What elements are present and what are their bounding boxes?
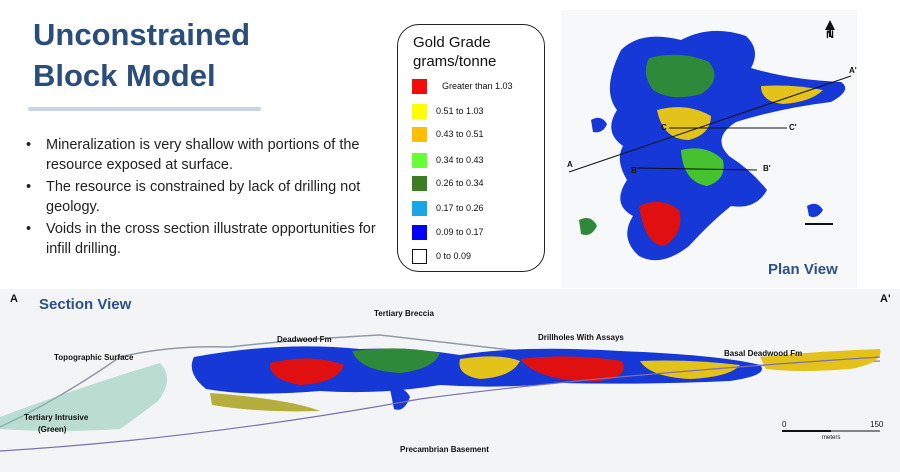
scale-start-label: 0 bbox=[782, 420, 787, 429]
bullet-text: Voids in the cross section illustrate op… bbox=[46, 221, 376, 257]
section-view-caption: Section View bbox=[39, 296, 132, 313]
label-topographic-surface: Topographic Surface bbox=[54, 353, 134, 362]
legend-swatch bbox=[412, 200, 427, 216]
legend-title: Gold Grade grams/tonne bbox=[413, 33, 496, 71]
legend-row: 0.26 to 0.34 bbox=[412, 174, 484, 192]
legend-label: 0.43 to 0.51 bbox=[436, 129, 484, 139]
plan-label-b: B bbox=[631, 166, 637, 175]
label-tertiary-intrusive: Tertiary Intrusive bbox=[24, 413, 89, 422]
legend-swatch bbox=[412, 175, 427, 191]
plan-map-drawing bbox=[568, 20, 852, 261]
label-drillholes: Drillholes With Assays bbox=[538, 333, 624, 342]
legend-row: Greater than 1.03 bbox=[412, 77, 513, 95]
legend-swatch bbox=[412, 78, 427, 94]
north-arrow-icon bbox=[825, 20, 835, 37]
bullet-list: • Mineralization is very shallow with por… bbox=[24, 135, 384, 261]
bullet-text: Mineralization is very shallow with port… bbox=[46, 137, 360, 173]
bullet-text: The resource is constrained by lack of d… bbox=[46, 179, 361, 215]
label-deadwood-fm: Deadwood Fm bbox=[277, 335, 332, 344]
legend-row: 0.34 to 0.43 bbox=[412, 151, 484, 169]
north-label: N bbox=[826, 29, 834, 41]
title-underline bbox=[28, 107, 261, 111]
legend-label: 0.51 to 1.03 bbox=[436, 106, 484, 116]
label-intrusive-green: (Green) bbox=[38, 425, 67, 434]
intrusive-body bbox=[0, 363, 168, 431]
label-tertiary-breccia: Tertiary Breccia bbox=[374, 309, 434, 318]
section-end-a-prime: A' bbox=[880, 293, 891, 305]
legend-swatch bbox=[412, 103, 427, 119]
title-line-2: Block Model bbox=[33, 58, 216, 93]
legend-row: 0.17 to 0.26 bbox=[412, 199, 484, 217]
legend-label: 0.17 to 0.26 bbox=[436, 203, 484, 213]
legend-title-line-2: grams/tonne bbox=[413, 53, 497, 70]
legend-swatch bbox=[412, 248, 427, 264]
legend-row: 0 to 0.09 bbox=[412, 247, 471, 265]
legend-swatch bbox=[412, 126, 427, 142]
legend-row: 0.43 to 0.51 bbox=[412, 125, 484, 143]
section-view: A A' Section View Tertiary Breccia Deadw… bbox=[0, 289, 900, 472]
plan-label-c: C bbox=[661, 123, 667, 132]
plan-label-a-prime: A' bbox=[849, 66, 857, 75]
section-end-a: A bbox=[10, 293, 18, 305]
plan-view-map: N A A' B B' C C' Plan View bbox=[561, 10, 857, 288]
plan-view-caption: Plan View bbox=[768, 261, 838, 278]
title-line-1: Unconstrained bbox=[33, 17, 251, 52]
bullet-item: • The resource is constrained by lack of … bbox=[24, 177, 384, 217]
section-line-b bbox=[636, 167, 758, 171]
section-line-a bbox=[568, 75, 852, 173]
legend-title-line-1: Gold Grade bbox=[413, 34, 491, 51]
legend-label: 0.09 to 0.17 bbox=[436, 227, 484, 237]
legend-swatch bbox=[412, 152, 427, 168]
label-precambrian-basement: Precambrian Basement bbox=[400, 445, 489, 454]
legend-row: 0.51 to 1.03 bbox=[412, 102, 484, 120]
bullet-dot-icon: • bbox=[26, 179, 32, 195]
bullet-dot-icon: • bbox=[26, 221, 32, 237]
scale-unit-label: meters bbox=[822, 435, 841, 441]
bullet-item: • Voids in the cross section illustrate o… bbox=[24, 219, 384, 259]
plan-label-a: A bbox=[567, 160, 573, 169]
slide-title: Unconstrained Block Model bbox=[33, 14, 250, 96]
plan-section-lines bbox=[568, 75, 852, 173]
legend-swatch bbox=[412, 224, 427, 240]
legend-label: 0.26 to 0.34 bbox=[436, 178, 484, 188]
legend-label: Greater than 1.03 bbox=[442, 81, 513, 91]
label-basal-deadwood: Basal Deadwood Fm bbox=[724, 349, 803, 358]
bullet-item: • Mineralization is very shallow with por… bbox=[24, 135, 384, 175]
basement-contact-line bbox=[0, 356, 881, 452]
legend-label: 0 to 0.09 bbox=[436, 251, 472, 261]
block-model-section bbox=[191, 346, 881, 412]
legend-row: 0.09 to 0.17 bbox=[412, 223, 484, 241]
plan-label-b-prime: B' bbox=[763, 164, 771, 173]
scale-end-label: 150 bbox=[870, 420, 884, 429]
plan-label-c-prime: C' bbox=[789, 123, 797, 132]
plan-scale-bar bbox=[805, 223, 833, 225]
grade-legend: Gold Grade grams/tonne Greater than 1.03… bbox=[397, 24, 545, 272]
section-drawing bbox=[0, 334, 881, 452]
bullet-dot-icon: • bbox=[26, 137, 32, 153]
ore-body-footprint bbox=[579, 30, 846, 261]
scale-bar bbox=[782, 430, 880, 432]
legend-label: 0.34 to 0.43 bbox=[436, 155, 484, 165]
